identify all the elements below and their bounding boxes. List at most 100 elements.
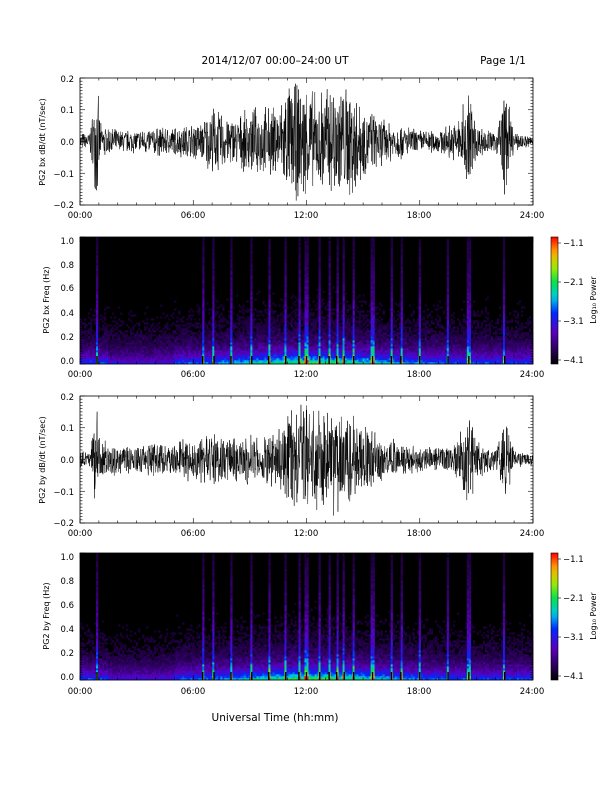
spectrogram-cell (288, 332, 290, 334)
spectrogram-cell (202, 334, 204, 336)
spectrogram-cell (112, 358, 114, 360)
spectrogram-cell (228, 348, 230, 350)
spectrogram-cell (389, 328, 391, 330)
spectrogram-cell (313, 338, 315, 340)
spectrogram-cell (164, 336, 166, 338)
spectrogram-cell (431, 334, 433, 336)
spectrogram-cell (371, 255, 373, 257)
spectrogram-cell (134, 344, 136, 346)
spectrogram-cell (419, 251, 421, 253)
spectrogram-cell (395, 348, 397, 350)
spectrogram-cell (417, 348, 419, 350)
spectrogram-cell (268, 289, 270, 291)
spectrogram-cell (92, 350, 94, 352)
spectrogram-cell (298, 267, 300, 269)
spectrogram-cell (437, 346, 439, 348)
spectrogram-cell (443, 348, 445, 350)
spectrogram-cell (220, 344, 222, 346)
spectrogram-cell (395, 320, 397, 322)
spectrogram-cell (230, 299, 232, 301)
spectrogram-cell (132, 314, 134, 316)
spectrogram-cell (379, 340, 381, 342)
spectrogram-cell (371, 312, 373, 314)
spectrogram-cell (142, 358, 144, 360)
spectrogram-cell (351, 320, 353, 322)
spectrogram-cell (286, 352, 288, 354)
spectrogram-cell (349, 314, 351, 316)
spectrogram-cell (268, 350, 270, 352)
spectrogram-cell (375, 354, 377, 356)
spectrogram-cell (102, 350, 104, 352)
spectrogram-cell (114, 360, 116, 362)
spectrogram-cell (108, 354, 110, 356)
spectrogram-cell (397, 344, 399, 346)
spectrogram-cell (435, 318, 437, 320)
spectrogram-cell (126, 342, 128, 344)
spectrogram-cell (194, 344, 196, 346)
spectrogram-cell (106, 340, 108, 342)
spectrogram-cell (284, 249, 286, 251)
spectrogram-cell (313, 322, 315, 324)
spectrogram-cell (238, 352, 240, 354)
spectrogram-cell (329, 318, 331, 320)
spectrogram-cell (371, 277, 373, 279)
spectrogram-cell (353, 277, 355, 279)
spectrogram-cell (373, 263, 375, 265)
spectrogram-cell (278, 340, 280, 342)
spectrogram-cell (274, 354, 276, 356)
spectrogram-cell (212, 257, 214, 259)
spectrogram-cell (347, 340, 349, 342)
spectrogram-cell (393, 336, 395, 338)
spectrogram-cell (202, 263, 204, 265)
spectrogram-cell (341, 352, 343, 354)
spectrogram-cell (401, 316, 403, 318)
spectrogram-cell (399, 332, 401, 334)
spectrogram-cell (353, 261, 355, 263)
spectrogram-cell (180, 324, 182, 326)
spectrogram-cell (262, 302, 264, 304)
spectrogram-cell (369, 320, 371, 322)
spectrogram-cell (256, 314, 258, 316)
spectrogram-cell (401, 324, 403, 326)
spectrogram-cell (319, 332, 321, 334)
spectrogram-cell (349, 344, 351, 346)
spectrogram-cell (415, 324, 417, 326)
spectrogram-cell (305, 277, 307, 279)
spectrogram-cell (391, 275, 393, 277)
spectrogram-cell (218, 328, 220, 330)
spectrogram-cell (365, 332, 367, 334)
spectrogram-cell (365, 334, 367, 336)
spectrogram-cell (353, 301, 355, 303)
spectrogram-cell (329, 346, 331, 348)
spectrogram-cell (118, 356, 120, 358)
spectrogram-cell (343, 269, 345, 271)
spectrogram-cell (204, 336, 206, 338)
spectrogram-cell (84, 348, 86, 350)
spectrogram-cell (232, 312, 234, 314)
spectrogram-cell (371, 302, 373, 304)
spectrogram-cell (258, 360, 260, 362)
spectrogram-cell (238, 360, 240, 362)
spectrogram-cell (413, 320, 415, 322)
spectrogram-cell (96, 249, 98, 251)
spectrogram-cell (307, 279, 309, 281)
spectrogram-cell (250, 249, 252, 251)
spectrogram-cell (240, 306, 242, 308)
spectrogram-cell (250, 314, 252, 316)
spectrogram-cell (284, 310, 286, 312)
spectrogram-cell (305, 348, 307, 350)
spectrogram-cell (104, 328, 106, 330)
spectrogram-cell (110, 352, 112, 354)
spectrogram-cell (214, 334, 216, 336)
spectrogram-cell (190, 352, 192, 354)
spectrogram-cell (349, 306, 351, 308)
spectrogram-cell (110, 346, 112, 348)
spectrogram-cell (439, 338, 441, 340)
spectrogram-cell (305, 308, 307, 310)
spectrogram-cell (343, 318, 345, 320)
spectrogram-cell (210, 344, 212, 346)
spectrogram-cell (196, 322, 198, 324)
spectrogram-cell (325, 324, 327, 326)
spectrogram-cell (84, 352, 86, 354)
spectrogram-cell (405, 338, 407, 340)
